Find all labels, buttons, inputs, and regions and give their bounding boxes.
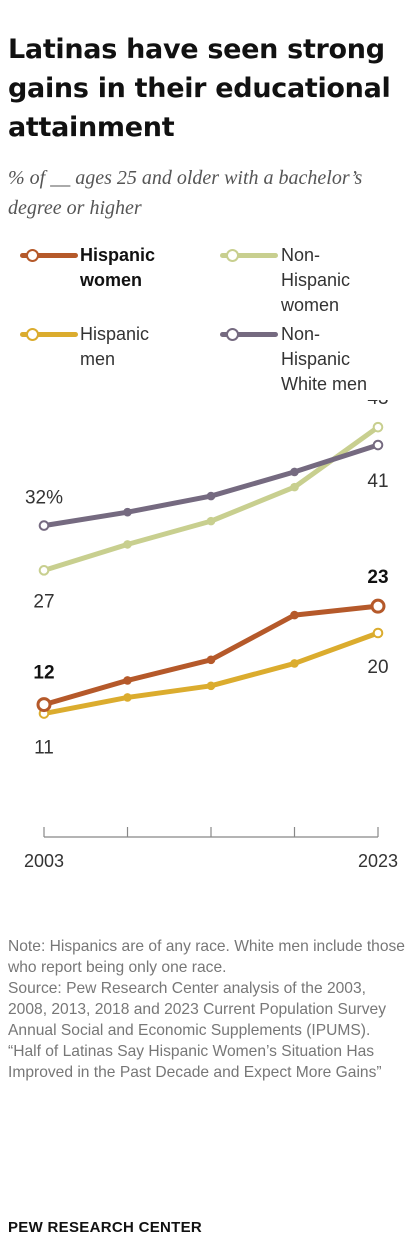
data-point-hispanic-men (123, 693, 132, 702)
data-label: 27 (33, 591, 54, 612)
source-text: Source: Pew Research Center analysis of … (8, 980, 386, 1039)
footer-brand: PEW RESEARCH CENTER (8, 1219, 203, 1236)
data-point-non-hispanic-white-men (38, 520, 50, 531)
note-text: Note: Hispanics are of any race. White m… (8, 938, 405, 976)
series-line-hispanic-men (41, 630, 381, 717)
legend-label-hispanic-women: Hispanic women (80, 245, 156, 290)
data-label: 23 (367, 567, 388, 588)
legend-swatch-hispanic-women (20, 249, 78, 262)
chart-title: Latinas have seen strong gains in their … (8, 34, 391, 143)
legend-swatch-hispanic-men (20, 328, 78, 341)
data-point-non-hispanic-white-men (290, 467, 299, 477)
x-tick-label: 2023 (358, 851, 398, 871)
data-point-hispanic-men (206, 681, 216, 691)
data-point-non-hispanic-white-men (372, 439, 384, 451)
legend-label-non-hispanic-white-men: Non- Hispanic White men (281, 324, 368, 394)
data-point-non-hispanic-women (372, 421, 384, 433)
data-point-hispanic-women (370, 598, 386, 614)
data-point-hispanic-men (372, 627, 384, 639)
data-point-non-hispanic-white-men (206, 491, 216, 501)
data-point-non-hispanic-women (290, 482, 299, 492)
chart-subtitle: % of __ ages 25 and older with a bachelo… (8, 167, 363, 219)
data-point-hispanic-women (36, 697, 52, 713)
data-point-non-hispanic-women (123, 540, 132, 549)
data-point-non-hispanic-white-men (123, 507, 132, 517)
data-point-non-hispanic-women (38, 565, 50, 576)
legend-label-non-hispanic-women: Non- Hispanic women (281, 245, 351, 315)
data-point-hispanic-men (290, 659, 299, 668)
series-line-non-hispanic-white-men (41, 442, 381, 529)
legend-swatch-non-hispanic-white-men (220, 328, 278, 341)
notes: Note: Hispanics are of any race. White m… (8, 936, 406, 1083)
report-title-text: “Half of Latinas Say Hispanic Women’s Si… (8, 1043, 382, 1081)
legend-swatch-non-hispanic-women (220, 249, 278, 262)
data-label: 12 (33, 663, 54, 684)
data-point-hispanic-women (206, 655, 216, 665)
data-label: 11 (34, 738, 54, 759)
data-label: 20 (367, 657, 388, 678)
data-point-non-hispanic-women (206, 516, 216, 526)
legend-label-hispanic-men: Hispanic men (80, 324, 150, 369)
data-point-hispanic-women (290, 610, 299, 620)
x-tick-label: 2003 (24, 851, 64, 871)
data-label: 41 (367, 471, 388, 492)
line-chart: 2003 2023 12 23 27 43 11 20 32% 41 (24, 400, 398, 871)
data-label: 32% (25, 488, 63, 509)
data-label: 43 (367, 400, 388, 409)
data-point-hispanic-women (123, 676, 132, 685)
